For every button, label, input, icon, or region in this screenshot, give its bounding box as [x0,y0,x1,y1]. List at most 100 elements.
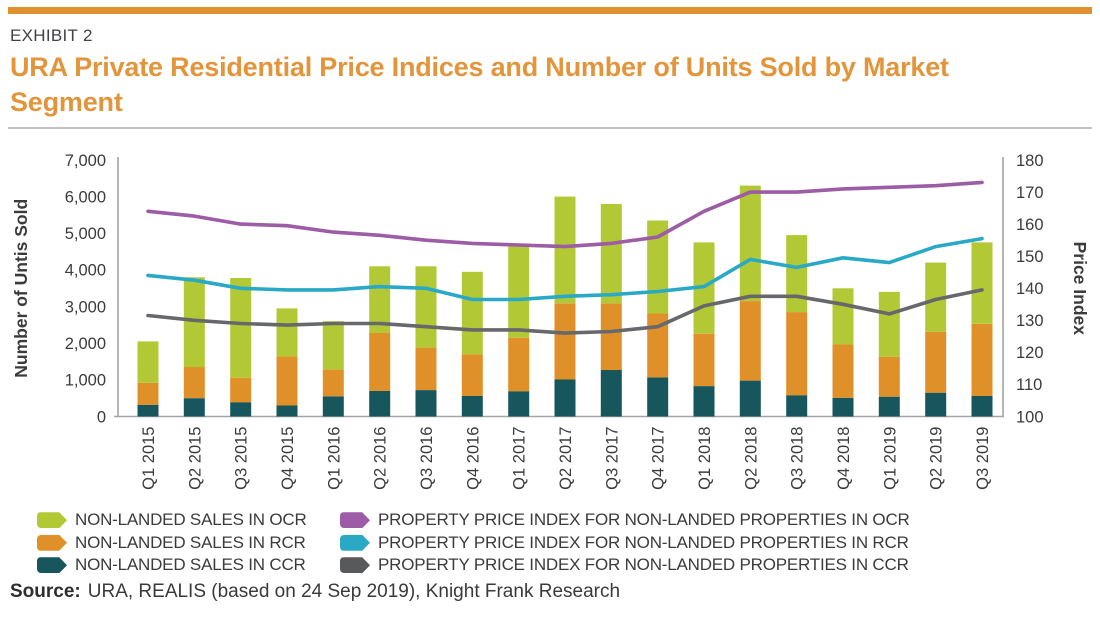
bar-segment-ccr-q2-2015 [183,398,205,417]
bar-segment-ccr-q1-2019 [878,396,900,417]
bar-segment-ocr-q2-2015 [183,277,205,368]
x-axis-label: Q1 2016 [325,427,343,490]
bar-segment-ocr-q1-2017 [508,244,530,338]
legend-item-rcr-index: PROPERTY PRICE INDEX FOR NON-LANDED PROP… [340,532,910,555]
x-axis-label: Q1 2018 [696,427,714,490]
bar-segment-rcr-q2-2017 [554,303,576,380]
bar-segment-ocr-q3-2019 [971,242,993,324]
left-axis-tick: 3,000 [65,298,106,316]
x-axis-label: Q4 2018 [835,427,853,490]
bar-segment-rcr-q4-2018 [832,344,854,398]
right-axis-tick: 100 [1016,408,1044,426]
rcr-sales-swatch-icon [37,534,67,551]
bar-segment-ccr-q3-2016 [415,390,437,417]
ocr-index-swatch-icon [340,512,370,529]
bar-segment-rcr-q2-2015 [183,367,205,399]
combo-chart: 0 1,000 2,000 3,000 4,000 5,000 6,000 7,000 100 1… [0,140,1100,512]
bar-segment-ocr-q4-2016 [461,271,483,355]
bar-segment-rcr-q1-2019 [878,356,900,397]
x-axis-label: Q4 2016 [464,427,482,490]
x-axis-label: Q3 2018 [789,427,807,490]
x-axis-label: Q3 2016 [418,427,436,490]
source-text: URA, REALIS (based on 24 Sep 2019), Knig… [87,581,621,602]
x-axis-label: Q3 2019 [974,427,992,490]
bar-segment-rcr-q3-2019 [971,323,993,396]
bar-segment-ccr-q3-2015 [230,402,252,417]
bar-segment-ocr-q3-2017 [600,204,622,304]
bar-segment-rcr-q4-2016 [461,354,483,396]
ccr-index-swatch-icon [340,557,370,574]
header-accent-bar [8,7,1092,14]
x-axis-label: Q3 2017 [603,427,621,490]
chart-canvas: 0 1,000 2,000 3,000 4,000 5,000 6,000 7,000 100 1… [11,152,1090,490]
legend-label: PROPERTY PRICE INDEX FOR NON-LANDED PROP… [378,555,909,575]
x-axis-label: Q4 2017 [650,427,668,490]
legend-item-ocr-index: PROPERTY PRICE INDEX FOR NON-LANDED PROP… [340,509,910,532]
bar-segment-ccr-q4-2015 [276,405,298,417]
left-axis-title: Number of Untis Sold [11,199,31,378]
bar-segment-ccr-q2-2018 [739,380,761,417]
bar-segment-ocr-q2-2018 [739,185,761,301]
bar-segment-ccr-q3-2017 [600,370,622,417]
bar-segment-ocr-q1-2019 [878,291,900,357]
x-axis-label: Q2 2016 [372,427,390,490]
bar-segment-ocr-q2-2017 [554,196,576,304]
right-axis-tick: 140 [1016,280,1044,298]
legend-label: PROPERTY PRICE INDEX FOR NON-LANDED PROP… [378,532,909,552]
bar-segment-ocr-q4-2015 [276,308,298,357]
bar-segment-rcr-q3-2018 [786,312,808,396]
right-axis-title: Price Index [1070,242,1090,336]
exhibit-label: EXHIBIT 2 [10,26,93,45]
legend-item-ocr-sales: NON-LANDED SALES IN OCR [37,509,340,532]
bar-segment-ocr-q4-2018 [832,288,854,345]
legend-label: PROPERTY PRICE INDEX FOR NON-LANDED PROP… [378,510,910,530]
bar-segment-rcr-q1-2015 [137,382,159,405]
right-axis-tick: 180 [1016,152,1044,170]
bar-segment-rcr-q1-2017 [508,337,530,392]
page-title: URA Private Residential Price Indices an… [10,52,949,117]
bar-segment-rcr-q1-2018 [693,333,715,387]
left-axis-tick: 0 [97,408,106,426]
x-axis-label: Q2 2019 [928,427,946,490]
source-prefix: Source: [10,581,81,602]
chart-legend: NON-LANDED SALES IN OCR PROPERTY PRICE I… [37,509,910,577]
x-axis-label: Q2 2018 [742,427,760,490]
bar-segment-ccr-q1-2018 [693,386,715,417]
bar-segment-ocr-q2-2019 [925,262,947,332]
bar-segment-rcr-q3-2017 [600,303,622,370]
header-divider [8,127,1092,129]
bar-segment-ccr-q4-2016 [461,396,483,417]
x-axis-label: Q3 2015 [233,427,251,490]
x-axis-label: Q1 2017 [511,427,529,490]
x-axis-label: Q2 2017 [557,427,575,490]
left-axis-tick: 7,000 [65,152,106,170]
bar-segment-ocr-q2-2016 [369,266,391,333]
x-axis-label: Q1 2015 [140,427,158,490]
bar-segment-ccr-q2-2019 [925,392,947,417]
right-axis-tick: 120 [1016,344,1044,362]
bar-segment-ccr-q1-2016 [322,396,344,417]
bar-segment-rcr-q4-2017 [647,313,669,378]
legend-label: NON-LANDED SALES IN CCR [75,555,306,575]
x-axis-label: Q2 2015 [186,427,204,490]
ccr-sales-swatch-icon [37,557,67,574]
bar-segment-rcr-q1-2016 [322,369,344,397]
price-index-line-ccr [146,288,984,335]
bar-segment-ccr-q1-2015 [137,404,159,417]
bar-segment-ccr-q3-2018 [786,395,808,417]
rcr-index-swatch-icon [340,534,370,551]
left-axis-tick: 2,000 [65,335,106,353]
right-axis-tick: 130 [1016,312,1044,330]
right-axis-tick: 110 [1016,376,1042,394]
left-axis-tick: 4,000 [65,262,106,280]
source-line: Source: URA, REALIS (based on 24 Sep 2019… [10,581,620,603]
bar-segment-rcr-q2-2018 [739,301,761,381]
bar-segment-ccr-q2-2016 [369,390,391,417]
left-axis-tick: 5,000 [65,225,106,243]
legend-item-rcr-sales: NON-LANDED SALES IN RCR [37,532,340,555]
bar-segment-ocr-q1-2015 [137,341,159,383]
legend-label: NON-LANDED SALES IN OCR [75,510,307,530]
bar-segment-rcr-q3-2015 [230,377,252,403]
bar-segment-ccr-q4-2018 [832,397,854,417]
